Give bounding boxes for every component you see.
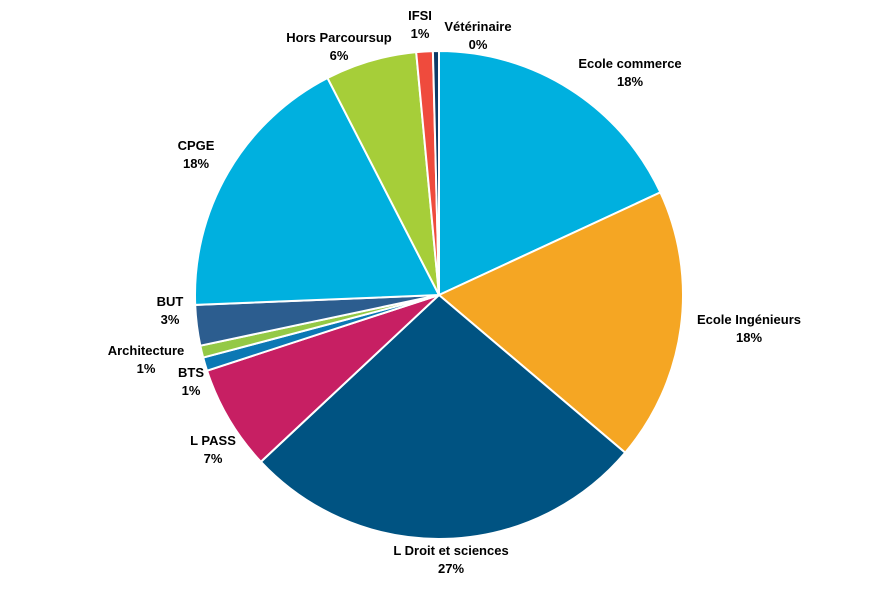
slice-name-label: IFSI <box>408 8 432 23</box>
slice-name-label: Hors Parcoursup <box>286 30 392 45</box>
slice-percent-label: 18% <box>736 330 762 345</box>
pie-label-l-droit-et-sciences: L Droit et sciences 27% <box>393 543 508 576</box>
slice-name-label: BTS <box>178 365 204 380</box>
pie-slice-ecole-ingenieurs <box>437 191 684 455</box>
slice-name-label: L Droit et sciences <box>393 543 508 558</box>
pie-label-l-pass: L PASS 7% <box>190 433 236 466</box>
pie-label-cpge: CPGE 18% <box>178 138 215 171</box>
slice-name-label: BUT <box>157 294 184 309</box>
slice-percent-label: 1% <box>182 383 201 398</box>
pie-label-architecture: Architecture 1% <box>108 343 185 376</box>
slice-name-label: L PASS <box>190 433 236 448</box>
slice-percent-label: 6% <box>330 48 349 63</box>
pie-slice-veterinaire <box>431 49 440 296</box>
pie-slice-cpge <box>194 76 441 306</box>
pie-label-veterinaire: Vétérinaire 0% <box>444 19 511 52</box>
pie-label-ifsi: IFSI 1% <box>408 8 432 41</box>
pie-slice-ecole-commerce <box>438 49 662 297</box>
slice-percent-label: 18% <box>617 74 643 89</box>
pie-label-bts: BTS 1% <box>178 365 204 398</box>
slice-percent-label: 1% <box>137 361 156 376</box>
pie-slice-l-droit-et-sciences <box>259 293 627 540</box>
slice-name-label: Vétérinaire <box>444 19 511 34</box>
slice-name-label: Ecole Ingénieurs <box>697 312 801 327</box>
pie-label-ecole-ingenieurs: Ecole Ingénieurs 18% <box>697 312 801 345</box>
slice-percent-label: 7% <box>204 451 223 466</box>
slice-name-label: CPGE <box>178 138 215 153</box>
pie-labels: Ecole commerce 18% Ecole Ingénieurs 18% L Dr… <box>108 8 801 576</box>
pie-label-hors-parcoursup: Hors Parcoursup 6% <box>286 30 392 63</box>
slice-name-label: Ecole commerce <box>578 56 681 71</box>
slice-percent-label: 27% <box>438 561 464 576</box>
pie-slice-l-pass <box>205 294 440 464</box>
slice-percent-label: 18% <box>183 156 209 171</box>
pie-label-but: BUT 3% <box>157 294 184 327</box>
slice-percent-label: 0% <box>469 37 488 52</box>
slice-name-label: Architecture <box>108 343 185 358</box>
pie-slices <box>194 49 684 540</box>
slice-percent-label: 3% <box>161 312 180 327</box>
pie-label-ecole-commerce: Ecole commerce 18% <box>578 56 681 89</box>
slice-percent-label: 1% <box>411 26 430 41</box>
